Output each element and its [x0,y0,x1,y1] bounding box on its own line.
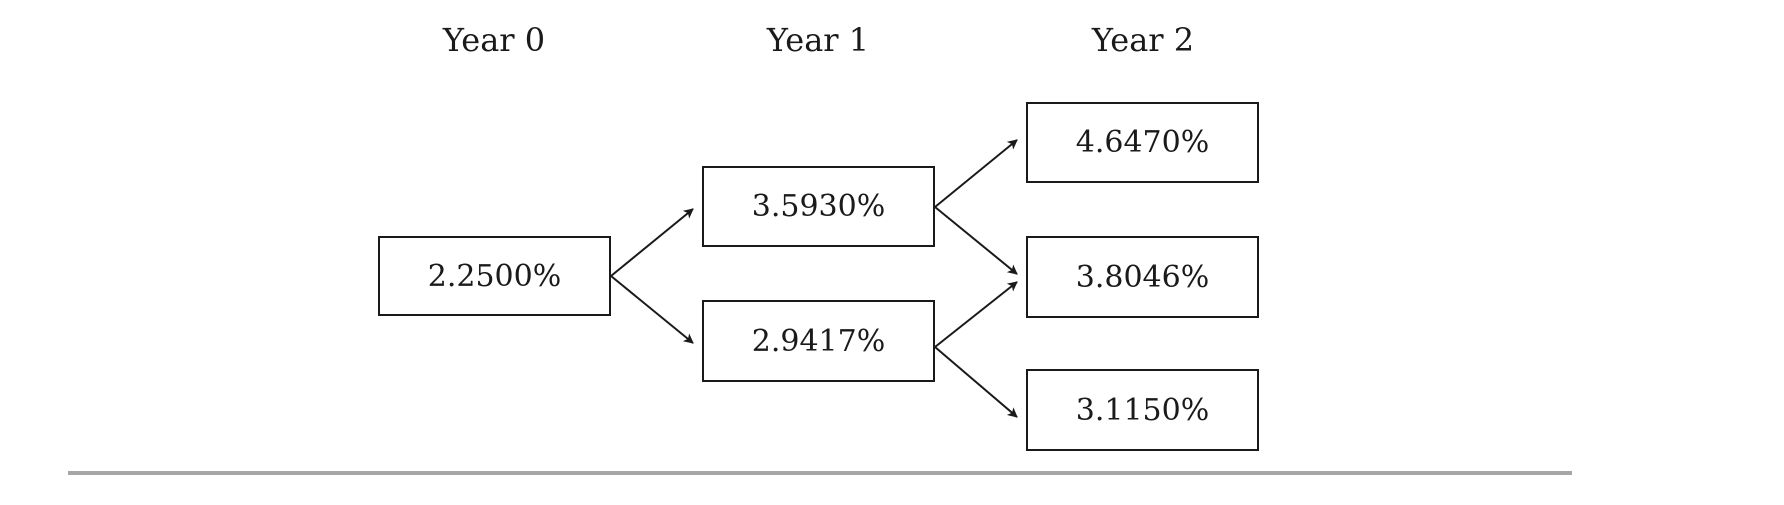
node-year2-upup: 4.6470% [1026,102,1259,183]
node-year0-rate: 2.2500% [427,258,562,294]
node-year1-up: 3.5930% [702,166,935,247]
year-0-label: Year 0 [442,21,546,59]
arrow-year0-to-up [610,208,694,277]
node-year2-updown-rate: 3.8046% [1075,259,1210,295]
arrow-down-to-downdown [934,346,1018,418]
node-year1-down: 2.9417% [702,300,935,382]
node-year2-updown: 3.8046% [1026,236,1259,318]
arrow-up-to-updown [934,206,1018,275]
arrow-up-to-upup [934,139,1018,208]
node-year2-downdown: 3.1150% [1026,369,1259,451]
node-year2-upup-rate: 4.6470% [1075,125,1210,160]
year-1-label: Year 1 [766,21,870,59]
node-year1-down-rate: 2.9417% [751,323,886,359]
arrow-down-to-updown [934,281,1018,348]
year-2-label: Year 2 [1091,21,1195,59]
bottom-rule [68,471,1572,475]
node-year1-up-rate: 3.5930% [751,189,886,224]
node-year2-downdown-rate: 3.1150% [1075,392,1210,428]
node-year0: 2.2500% [378,236,611,316]
arrow-year0-to-down [610,275,694,344]
